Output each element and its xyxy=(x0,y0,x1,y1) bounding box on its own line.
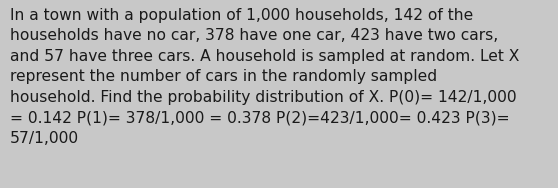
Text: In a town with a population of 1,000 households, 142 of the
households have no c: In a town with a population of 1,000 hou… xyxy=(10,8,519,146)
